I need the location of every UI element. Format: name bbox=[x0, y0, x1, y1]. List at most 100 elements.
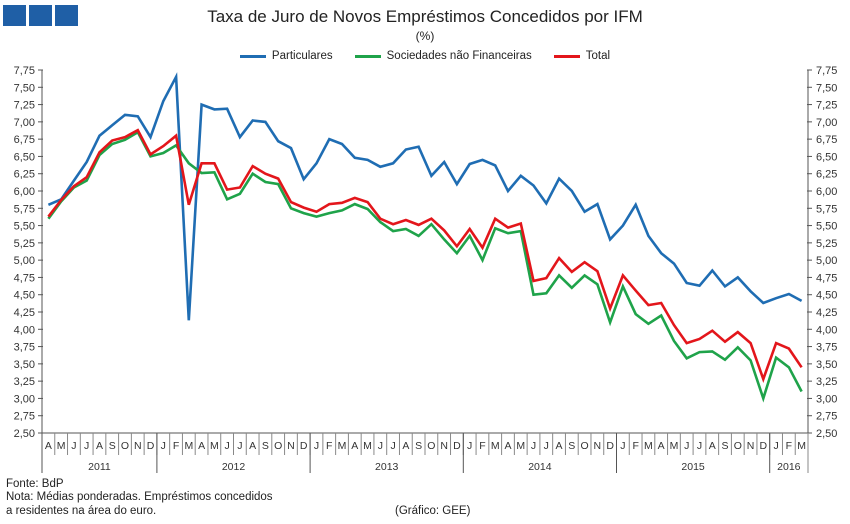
month-label: F bbox=[326, 440, 332, 452]
y-tick-label-right: 5,25 bbox=[816, 238, 837, 250]
year-label: 2014 bbox=[528, 461, 552, 473]
y-tick-label-left: 5,75 bbox=[14, 203, 35, 215]
month-label: A bbox=[351, 440, 358, 452]
month-label: J bbox=[71, 440, 76, 452]
month-label: A bbox=[658, 440, 665, 452]
month-label: D bbox=[300, 440, 308, 452]
y-tick-label-left: 6,25 bbox=[14, 169, 35, 181]
legend-item-total: Total bbox=[553, 50, 611, 62]
y-tick-label-right: 3,75 bbox=[816, 342, 837, 354]
y-tick-label-right: 5,50 bbox=[816, 221, 837, 233]
note-line-2: a residentes na área do euro. bbox=[6, 505, 157, 517]
month-label: M bbox=[363, 440, 372, 452]
month-label: J bbox=[620, 440, 625, 452]
y-tick-label-left: 7,00 bbox=[14, 117, 35, 129]
month-label: D bbox=[453, 440, 461, 452]
month-label: M bbox=[57, 440, 66, 452]
chart-subtitle: (%) bbox=[415, 29, 435, 43]
y-tick-label-left: 7,50 bbox=[14, 82, 35, 94]
year-label: 2011 bbox=[88, 461, 111, 473]
chart-credit: (Gráfico: GEE) bbox=[395, 505, 471, 517]
y-tick-label-left: 2,50 bbox=[14, 428, 35, 440]
y-tick-label-left: 3,75 bbox=[14, 342, 35, 354]
month-label: J bbox=[697, 440, 702, 452]
y-tick-label-right: 4,75 bbox=[816, 272, 837, 284]
legend-label: Particulares bbox=[271, 50, 333, 62]
month-label: M bbox=[670, 440, 679, 452]
month-label: S bbox=[568, 440, 575, 452]
month-label: M bbox=[338, 440, 347, 452]
legend-label: Total bbox=[585, 50, 611, 62]
year-label: 2012 bbox=[222, 461, 246, 473]
legend-swatch bbox=[354, 54, 381, 58]
y-tick-label-right: 4,25 bbox=[816, 307, 837, 319]
y-tick-label-left: 4,50 bbox=[14, 290, 35, 302]
month-label: J bbox=[531, 440, 536, 452]
month-label: J bbox=[237, 440, 242, 452]
y-tick-label-left: 6,50 bbox=[14, 151, 35, 163]
note-line-1: Nota: Médias ponderadas. Empréstimos con… bbox=[6, 491, 273, 503]
month-label: A bbox=[198, 440, 205, 452]
y-tick-label-right: 3,50 bbox=[816, 359, 837, 371]
month-label: A bbox=[402, 440, 409, 452]
month-label: D bbox=[147, 440, 155, 452]
y-tick-label-right: 7,25 bbox=[816, 100, 837, 112]
y-tick-label-right: 2,75 bbox=[816, 411, 837, 423]
month-label: O bbox=[274, 440, 282, 452]
month-label: S bbox=[262, 440, 269, 452]
month-label: S bbox=[722, 440, 729, 452]
y-tick-label-right: 7,75 bbox=[816, 65, 837, 77]
legend: Particulares Sociedades não Financeiras … bbox=[0, 50, 850, 62]
y-tick-label-left: 5,00 bbox=[14, 255, 35, 267]
month-label: A bbox=[249, 440, 256, 452]
month-label: D bbox=[760, 440, 768, 452]
y-tick-label-left: 6,75 bbox=[14, 134, 35, 146]
y-tick-label-right: 6,00 bbox=[816, 186, 837, 198]
y-tick-label-left: 4,00 bbox=[14, 324, 35, 336]
y-tick-label-right: 7,00 bbox=[816, 117, 837, 129]
month-label: N bbox=[287, 440, 295, 452]
y-tick-label-left: 7,75 bbox=[14, 65, 35, 77]
y-tick-label-right: 7,50 bbox=[816, 82, 837, 94]
y-tick-label-right: 6,75 bbox=[816, 134, 837, 146]
month-label: M bbox=[491, 440, 500, 452]
month-label: J bbox=[161, 440, 166, 452]
month-label: N bbox=[747, 440, 755, 452]
month-label: N bbox=[134, 440, 142, 452]
y-tick-label-left: 6,00 bbox=[14, 186, 35, 198]
source-note: Fonte: BdP bbox=[6, 478, 64, 490]
y-tick-label-right: 3,25 bbox=[816, 376, 837, 388]
y-tick-label-right: 5,00 bbox=[816, 255, 837, 267]
legend-label: Sociedades não Financeiras bbox=[386, 50, 532, 62]
month-label: D bbox=[606, 440, 614, 452]
month-label: S bbox=[415, 440, 422, 452]
month-label: S bbox=[109, 440, 116, 452]
series-line-total bbox=[47, 128, 803, 383]
series-line-particulares bbox=[47, 72, 803, 321]
y-tick-label-right: 6,50 bbox=[816, 151, 837, 163]
month-label: A bbox=[96, 440, 103, 452]
month-label: M bbox=[644, 440, 653, 452]
month-label: M bbox=[210, 440, 219, 452]
y-tick-label-right: 4,50 bbox=[816, 290, 837, 302]
y-tick-label-left: 3,00 bbox=[14, 393, 35, 405]
y-tick-label-left: 3,50 bbox=[14, 359, 35, 371]
month-label: N bbox=[440, 440, 448, 452]
month-label: J bbox=[84, 440, 89, 452]
month-label: J bbox=[314, 440, 319, 452]
month-label: F bbox=[632, 440, 638, 452]
year-label: 2016 bbox=[777, 461, 801, 473]
legend-item-particulares: Particulares bbox=[239, 50, 333, 62]
month-label: F bbox=[786, 440, 792, 452]
y-tick-label-right: 4,00 bbox=[816, 324, 837, 336]
month-label: J bbox=[378, 440, 383, 452]
chart-title: Taxa de Juro de Novos Empréstimos Conced… bbox=[207, 7, 643, 26]
month-label: O bbox=[121, 440, 129, 452]
y-tick-label-left: 7,25 bbox=[14, 100, 35, 112]
legend-swatch bbox=[553, 54, 580, 58]
logo bbox=[3, 5, 78, 26]
y-tick-label-right: 5,75 bbox=[816, 203, 837, 215]
month-label: O bbox=[580, 440, 588, 452]
y-tick-label-right: 2,50 bbox=[816, 428, 837, 440]
